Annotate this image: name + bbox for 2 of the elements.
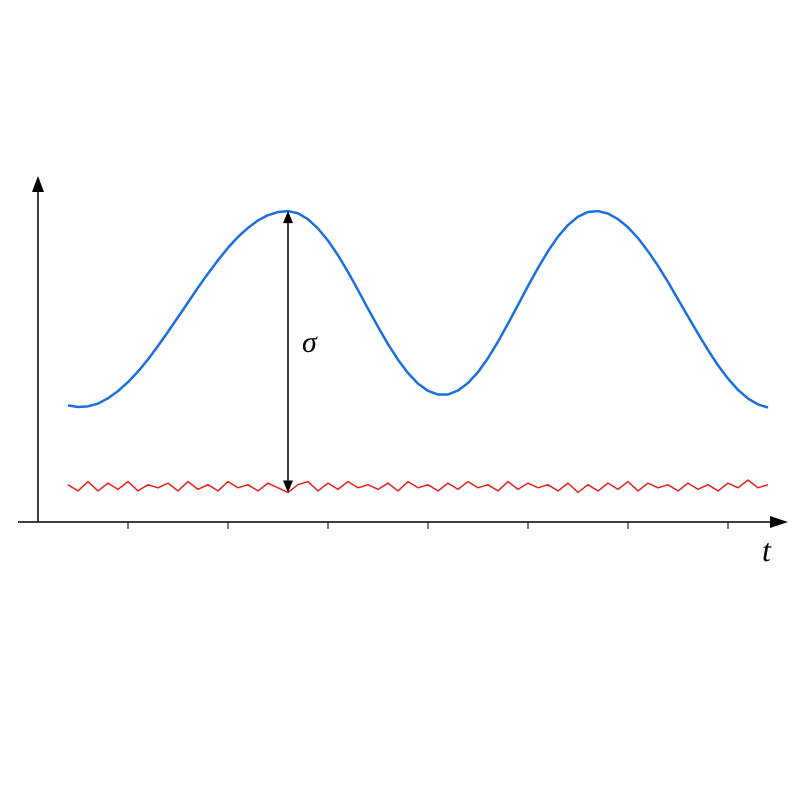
- x-axis-title: t: [762, 532, 771, 569]
- annotation: σ: [302, 326, 317, 360]
